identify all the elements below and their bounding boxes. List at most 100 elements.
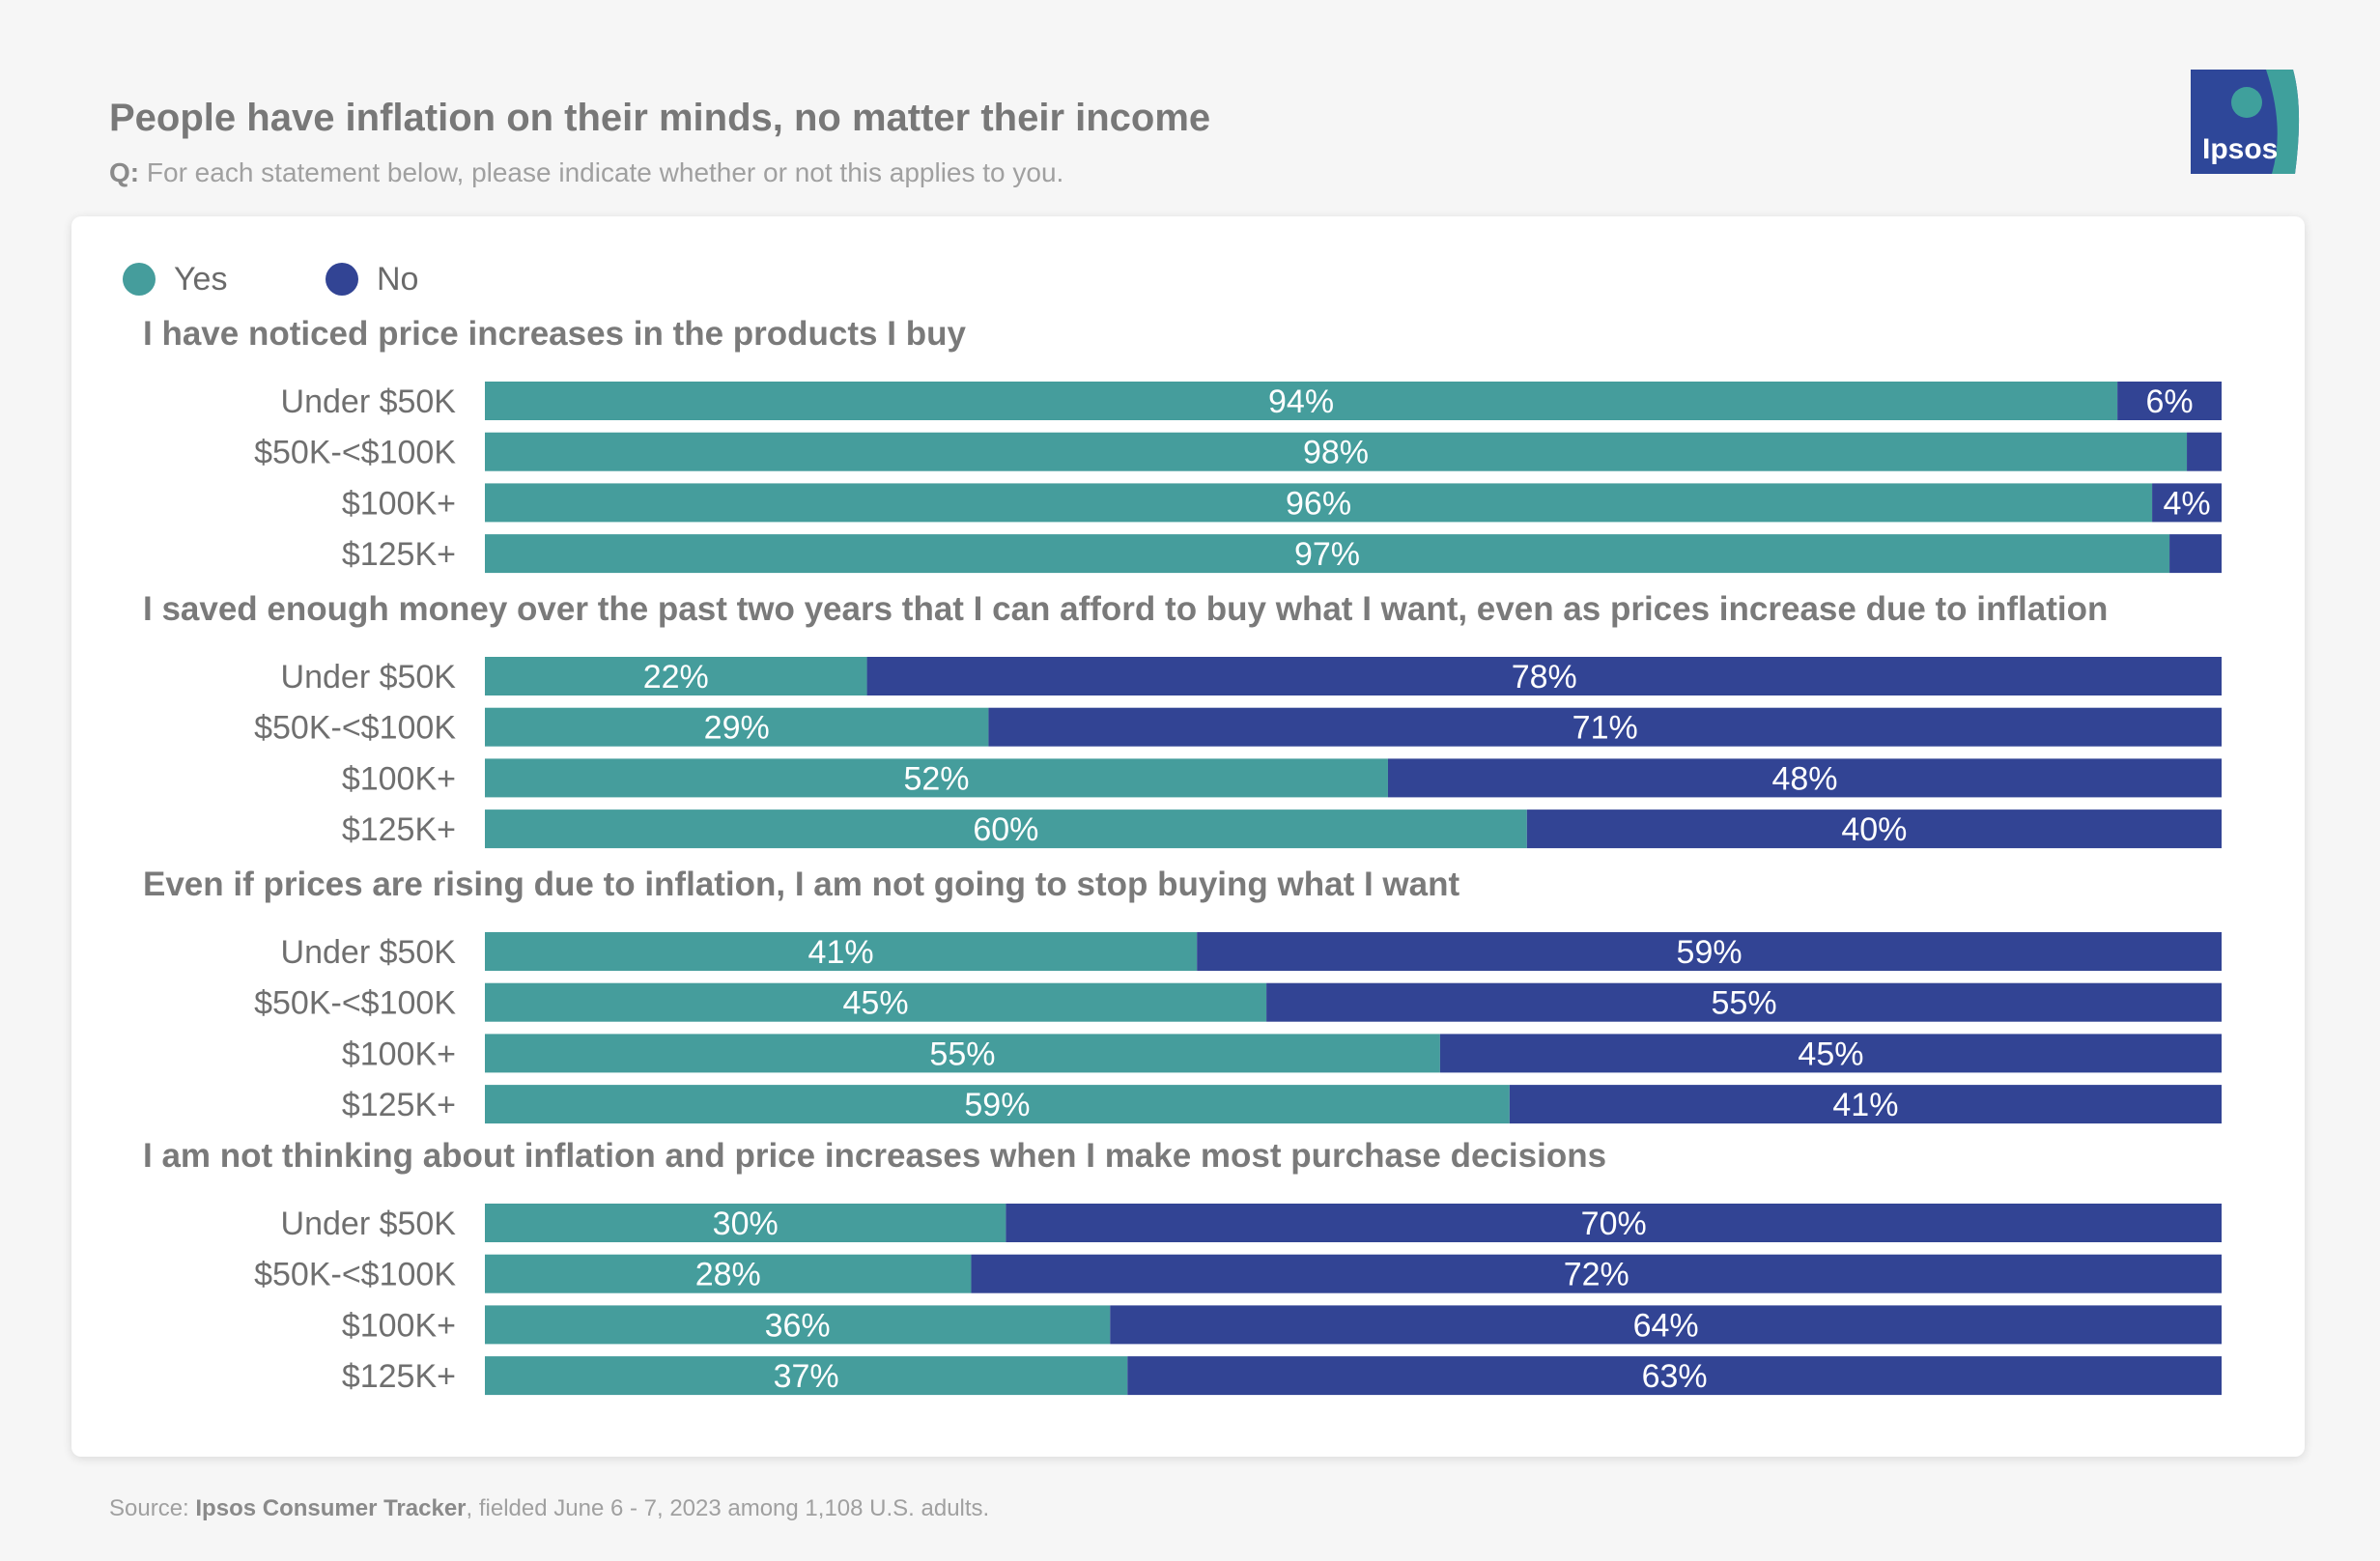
data-label-yes: 52% [903, 760, 969, 797]
logo-background [2191, 70, 2300, 174]
footer-suffix: , fielded June 6 - 7, 2023 among 1,108 U… [466, 1495, 990, 1521]
bar-yes [485, 1085, 1510, 1124]
bar-no [2152, 483, 2222, 523]
statement-heading: I am not thinking about inflation and pr… [143, 1137, 1606, 1175]
footer-prefix: Source: [109, 1495, 189, 1521]
logo-head-icon [2231, 87, 2262, 118]
legend-yes-marker [123, 263, 156, 296]
data-label-no: 40% [1841, 811, 1907, 848]
bar-no [1266, 982, 2222, 1022]
bar-yes [485, 1204, 1006, 1242]
data-label-no: 59% [1677, 934, 1742, 971]
category-label: Under $50K [281, 659, 457, 695]
data-label-no: 78% [1512, 659, 1577, 695]
category-label: $125K+ [342, 811, 456, 848]
question-prefix: Q: [109, 157, 140, 187]
statement-heading: Even if prices are rising due to inflati… [143, 866, 1459, 903]
statement-heading: I have noticed price increases in the pr… [143, 315, 966, 353]
chart-title: People have inflation on their minds, no… [109, 97, 1211, 139]
bar-yes [485, 758, 1388, 798]
category-label: Under $50K [281, 934, 457, 971]
data-label-no: 63% [1642, 1358, 1708, 1395]
bar-no [2169, 534, 2222, 574]
ipsos-logo: Ipsos [2191, 70, 2300, 174]
bar-yes [485, 1254, 972, 1293]
bar-no [866, 657, 2222, 695]
data-label-no: 72% [1564, 1257, 1629, 1293]
bar-no [1006, 1204, 2222, 1242]
data-label-no: 6% [2145, 383, 2193, 420]
bar-no [988, 707, 2223, 747]
data-label-yes: 97% [1294, 536, 1360, 573]
category-label: $125K+ [342, 536, 456, 573]
bar-yes [485, 1305, 1111, 1345]
data-label-no: 71% [1572, 710, 1638, 747]
bar-yes [485, 382, 2118, 420]
category-label: Under $50K [281, 1206, 457, 1242]
legend-yes-label: Yes [174, 261, 228, 298]
bar-yes [485, 707, 989, 747]
data-label-yes: 41% [808, 934, 874, 971]
bar-yes [485, 534, 2170, 574]
category-label: $100K+ [342, 485, 456, 522]
bar-no [971, 1254, 2223, 1293]
data-label-yes: 94% [1268, 383, 1334, 420]
data-label-no: 45% [1798, 1036, 1863, 1072]
logo-accent [2266, 70, 2300, 174]
bar-no [1197, 932, 2222, 971]
data-label-no: 70% [1581, 1206, 1647, 1242]
data-label-yes: 59% [964, 1087, 1030, 1123]
data-label-yes: 36% [765, 1307, 831, 1344]
category-label: $100K+ [342, 760, 456, 797]
bar-yes [485, 982, 1267, 1022]
data-label-no: 41% [1832, 1087, 1898, 1123]
category-label: $50K-<$100K [254, 985, 456, 1022]
data-label-yes: 30% [713, 1206, 779, 1242]
data-label-yes: 29% [704, 710, 770, 747]
category-label: $50K-<$100K [254, 710, 456, 747]
question-text: For each statement below, please indicat… [146, 157, 1064, 187]
bar-yes [485, 1034, 1440, 1073]
data-label-yes: 55% [929, 1036, 995, 1072]
bar-yes [485, 932, 1198, 971]
data-label-yes: 22% [643, 659, 709, 695]
source-footer: Source: Ipsos Consumer Tracker, fielded … [109, 1495, 989, 1522]
bar-yes [485, 1356, 1128, 1396]
category-label: $125K+ [342, 1358, 456, 1395]
data-label-no: 55% [1712, 985, 1777, 1022]
bar-no [2117, 382, 2222, 420]
statement-heading: I saved enough money over the past two y… [143, 590, 2108, 628]
data-label-no: 48% [1771, 760, 1837, 797]
data-label-yes: 28% [695, 1257, 761, 1293]
category-label: Under $50K [281, 383, 457, 420]
bar-no [2187, 432, 2222, 471]
bar-no [1509, 1085, 2222, 1124]
bar-no [1439, 1034, 2222, 1073]
bar-no [1526, 809, 2222, 849]
footer-source-name: Ipsos Consumer Tracker [195, 1495, 467, 1521]
category-label: $50K-<$100K [254, 1257, 456, 1293]
bar-no [1127, 1356, 2222, 1396]
logo-text: Ipsos [2202, 133, 2278, 165]
data-label-yes: 96% [1286, 485, 1351, 522]
bar-no [1110, 1305, 2222, 1345]
data-label-yes: 98% [1303, 435, 1369, 471]
data-label-yes: 60% [973, 811, 1038, 848]
data-label-no: 64% [1633, 1307, 1699, 1344]
data-label-yes: 37% [774, 1358, 839, 1395]
legend-no-marker [326, 263, 358, 296]
category-label: $100K+ [342, 1307, 456, 1344]
category-label: $125K+ [342, 1087, 456, 1123]
data-label-yes: 45% [843, 985, 909, 1022]
legend-no-label: No [377, 261, 419, 298]
bar-yes [485, 432, 2188, 471]
data-label-no: 4% [2163, 485, 2210, 522]
category-label: $50K-<$100K [254, 435, 456, 471]
bar-yes [485, 483, 2153, 523]
category-label: $100K+ [342, 1036, 456, 1072]
bar-no [1387, 758, 2222, 798]
bar-yes [485, 809, 1527, 849]
chart-question: Q: For each statement below, please indi… [109, 157, 1063, 188]
bar-yes [485, 657, 867, 695]
